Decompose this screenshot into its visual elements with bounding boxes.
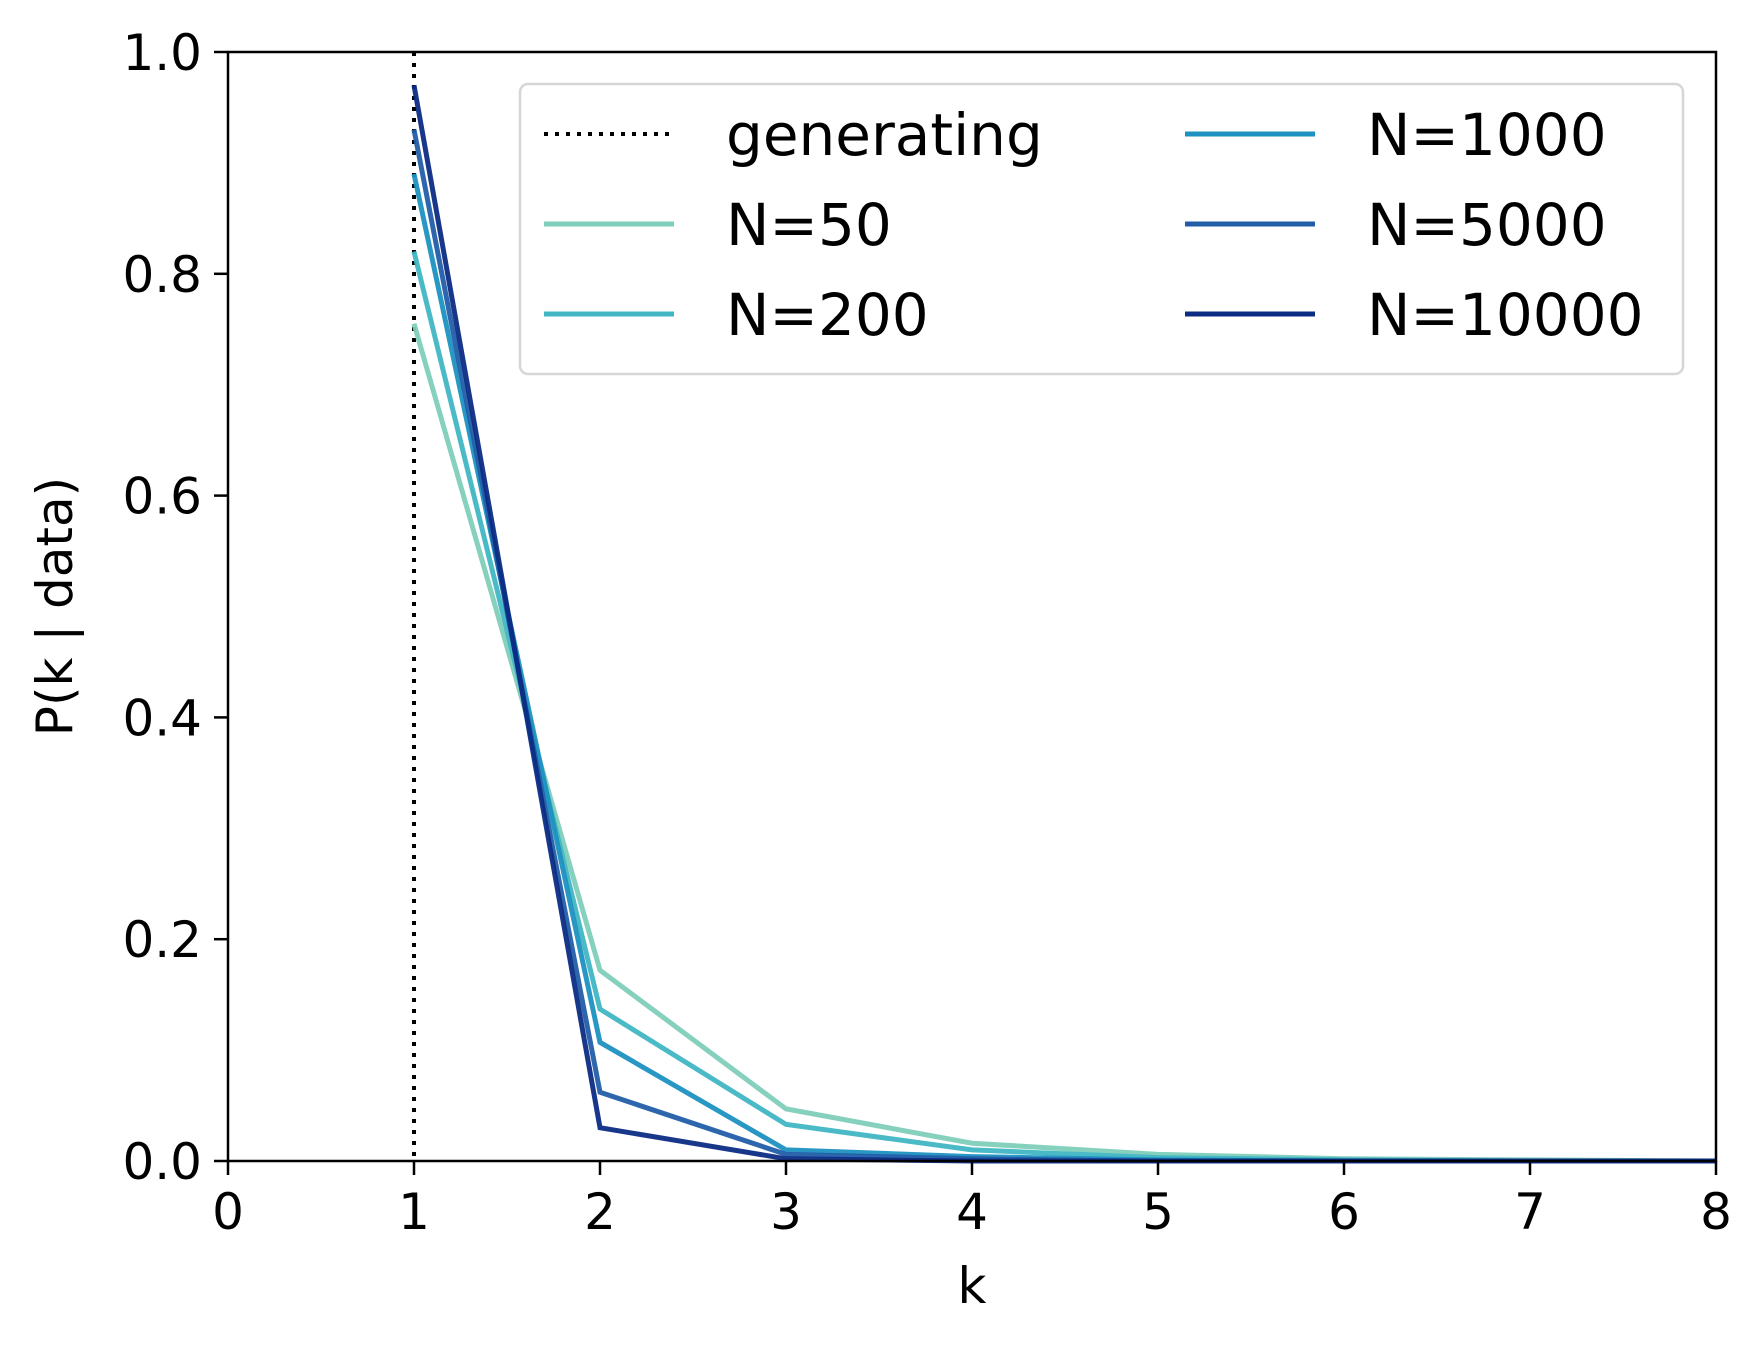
y-axis: 0.0 0.2 0.4 0.6 0.8 1.0: [122, 24, 228, 1191]
series-line-n-50: [411, 323, 1717, 1164]
legend-label: N=5000: [1367, 191, 1607, 259]
legend-label: N=200: [726, 281, 929, 349]
x-axis: 0 1 2 3 4 5 6 7 8: [212, 1161, 1732, 1241]
legend-label: N=50: [726, 191, 892, 259]
y-tick-label: 1.0: [122, 24, 202, 82]
y-tick-label: 0.6: [122, 468, 202, 526]
y-tick-label: 0.0: [122, 1133, 202, 1191]
legend-box: [518, 82, 1685, 376]
y-tick-label: 0.8: [122, 246, 202, 304]
x-tick-label: 8: [1700, 1183, 1732, 1241]
series-line-n-200: [411, 251, 1716, 1164]
x-tick-label: 3: [770, 1183, 802, 1241]
legend-label: generating: [726, 101, 1043, 169]
x-tick-label: 4: [956, 1183, 988, 1241]
x-tick-label: 5: [1142, 1183, 1174, 1241]
legend-label: N=1000: [1367, 101, 1607, 169]
x-tick-label: 7: [1514, 1183, 1546, 1241]
y-tick-label: 0.4: [122, 689, 202, 747]
x-axis-label: k: [958, 1257, 987, 1315]
x-tick-label: 6: [1328, 1183, 1360, 1241]
y-axis-label: P(k | data): [26, 477, 84, 736]
x-tick-label: 2: [584, 1183, 616, 1241]
x-tick-label: 1: [398, 1183, 430, 1241]
legend: generating N=50 N=200 N=1000 N=5000 N=10000: [518, 82, 1685, 376]
y-tick-label: 0.2: [122, 911, 202, 969]
legend-label: N=10000: [1367, 281, 1644, 349]
x-tick-label: 0: [212, 1183, 244, 1241]
